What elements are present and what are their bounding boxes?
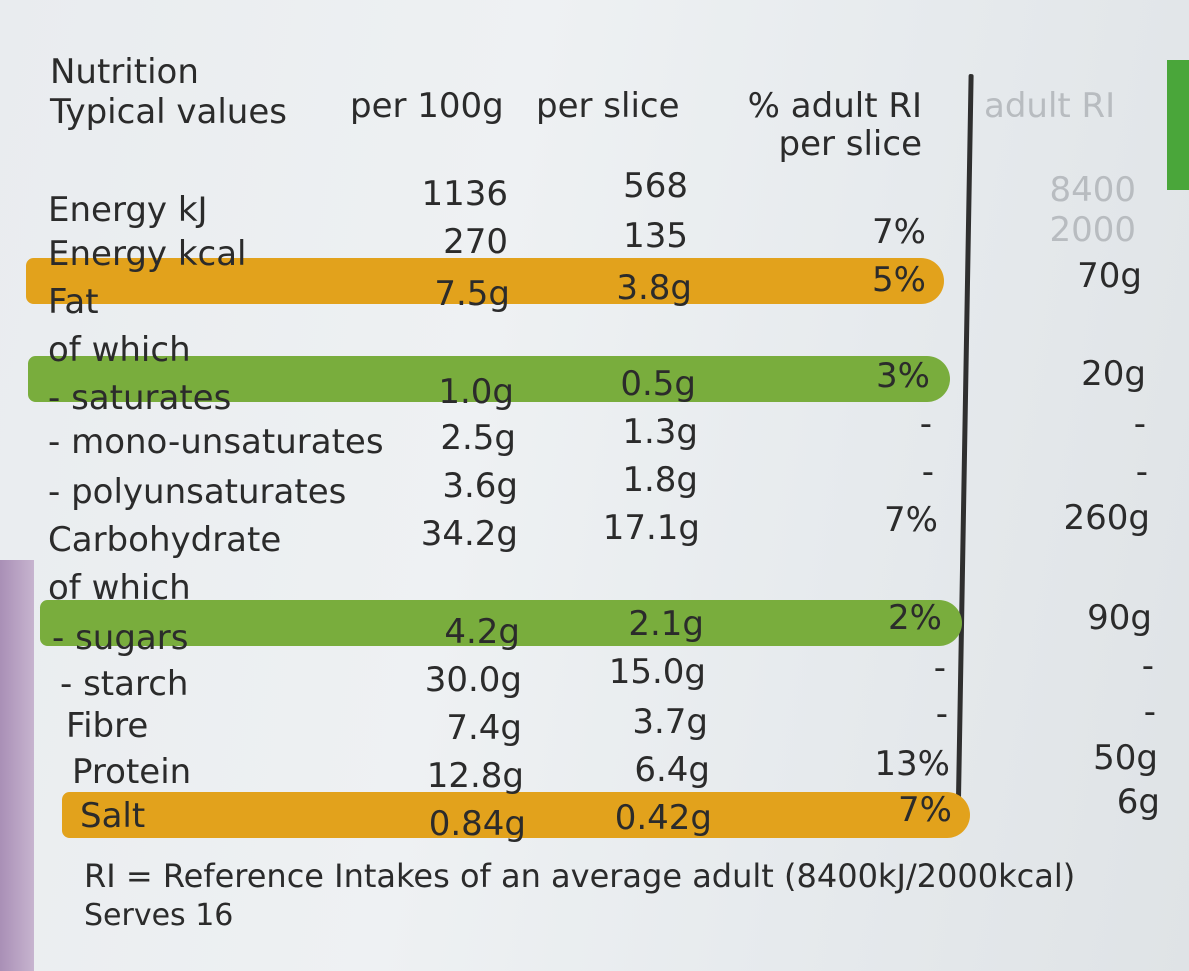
label-carbohydrate: Carbohydrate bbox=[48, 520, 282, 560]
ri-fat: 5% bbox=[872, 260, 926, 300]
label-saturates: - saturates bbox=[48, 378, 232, 418]
per100-carbohydrate: 34.2g bbox=[420, 514, 518, 554]
adult-ri-salt: 6g bbox=[1116, 782, 1160, 822]
ri-sugars: 2% bbox=[888, 598, 942, 638]
label-starch: - starch bbox=[60, 664, 189, 704]
label-salt: Salt bbox=[80, 796, 146, 836]
adult-ri-protein: 50g bbox=[1093, 738, 1158, 778]
ri-saturates: 3% bbox=[876, 356, 930, 396]
column-divider bbox=[955, 74, 974, 834]
per100-fat: 7.5g bbox=[434, 274, 510, 314]
slice-salt: 0.42g bbox=[614, 798, 712, 838]
saturates-highlight bbox=[28, 356, 950, 402]
slice-fibre: 3.7g bbox=[632, 702, 708, 742]
per100-salt: 0.84g bbox=[428, 804, 526, 844]
ri-carbohydrate: 7% bbox=[884, 500, 938, 540]
ri-mono-unsaturates: - bbox=[919, 404, 932, 444]
label-of-which-fat: of which bbox=[48, 330, 191, 370]
per100-saturates: 1.0g bbox=[438, 372, 514, 412]
label-fibre: Fibre bbox=[66, 706, 149, 746]
adult-ri-starch: - bbox=[1141, 646, 1154, 686]
serves-note: Serves 16 bbox=[84, 898, 234, 933]
per100-protein: 12.8g bbox=[426, 756, 524, 796]
label-sugars: - sugars bbox=[52, 618, 189, 658]
nutrition-heading: Nutrition bbox=[50, 52, 199, 92]
slice-starch: 15.0g bbox=[608, 652, 706, 692]
ri-protein: 13% bbox=[874, 744, 950, 784]
green-packaging-edge bbox=[1167, 60, 1189, 190]
adult-ri-saturates: 20g bbox=[1081, 354, 1146, 394]
purple-packaging-edge bbox=[0, 560, 34, 971]
slice-saturates: 0.5g bbox=[620, 364, 696, 404]
ri-salt: 7% bbox=[898, 790, 952, 830]
adult-ri-fibre: - bbox=[1143, 692, 1156, 732]
adult-ri-polyunsaturates: - bbox=[1135, 452, 1148, 492]
salt-highlight bbox=[62, 792, 970, 838]
slice-protein: 6.4g bbox=[634, 750, 710, 790]
slice-energy-kcal: 135 bbox=[623, 216, 688, 256]
per100-fibre: 7.4g bbox=[446, 708, 522, 748]
label-polyunsaturates: - polyunsaturates bbox=[48, 472, 347, 512]
slice-energy-kj: 568 bbox=[623, 166, 688, 206]
ri-percent-heading: % adult RI bbox=[747, 86, 922, 126]
label-fat: Fat bbox=[48, 282, 99, 322]
adult-ri-fat: 70g bbox=[1077, 256, 1142, 296]
slice-mono-unsaturates: 1.3g bbox=[622, 412, 698, 452]
sugars-highlight bbox=[40, 600, 962, 646]
ri-polyunsaturates: - bbox=[921, 452, 934, 492]
per-slice-heading: per slice bbox=[536, 86, 680, 126]
typical-values-heading: Typical values bbox=[50, 92, 287, 132]
per-100g-heading: per 100g bbox=[350, 86, 504, 126]
ri-starch: - bbox=[933, 648, 946, 688]
label-energy-kj: Energy kJ bbox=[48, 190, 208, 230]
ri-energy-kcal: 7% bbox=[872, 212, 926, 252]
adult-ri-mono-unsaturates: - bbox=[1133, 404, 1146, 444]
slice-sugars: 2.1g bbox=[628, 604, 704, 644]
ri-per-slice-heading: per slice bbox=[778, 124, 922, 164]
label-of-which-carb: of which bbox=[48, 568, 191, 608]
label-protein: Protein bbox=[72, 752, 192, 792]
per100-energy-kcal: 270 bbox=[443, 222, 508, 262]
adult-ri-energy-kcal: 2000 bbox=[1049, 210, 1136, 250]
adult-ri-energy-kj: 8400 bbox=[1049, 170, 1136, 210]
adult-ri-carbohydrate: 260g bbox=[1063, 498, 1150, 538]
slice-fat: 3.8g bbox=[616, 268, 692, 308]
ri-fibre: - bbox=[935, 694, 948, 734]
label-energy-kcal: Energy kcal bbox=[48, 234, 247, 274]
adult-ri-heading: adult RI bbox=[984, 86, 1116, 126]
per100-energy-kj: 1136 bbox=[421, 174, 508, 214]
per100-mono-unsaturates: 2.5g bbox=[440, 418, 516, 458]
slice-carbohydrate: 17.1g bbox=[602, 508, 700, 548]
per100-polyunsaturates: 3.6g bbox=[442, 466, 518, 506]
per100-sugars: 4.2g bbox=[444, 612, 520, 652]
slice-polyunsaturates: 1.8g bbox=[622, 460, 698, 500]
ri-footnote: RI = Reference Intakes of an average adu… bbox=[84, 857, 1076, 895]
per100-starch: 30.0g bbox=[424, 660, 522, 700]
label-mono-unsaturates: - mono-unsaturates bbox=[48, 422, 384, 462]
fat-highlight bbox=[26, 258, 944, 304]
adult-ri-sugars: 90g bbox=[1087, 598, 1152, 638]
